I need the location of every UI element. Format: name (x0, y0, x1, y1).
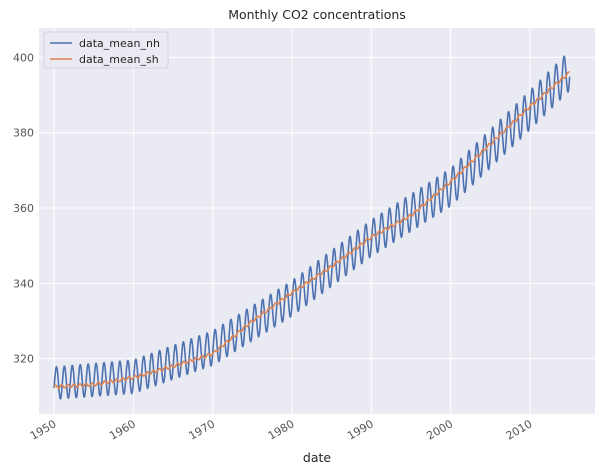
legend-label-sh: data_mean_sh (79, 53, 159, 66)
x-tick-label: 2000 (424, 417, 455, 442)
x-tick-label: 1950 (28, 417, 59, 442)
x-tick-labels: 1950 1960 1970 1980 1990 2000 2010 (28, 417, 535, 442)
x-tick-label: 1960 (107, 417, 138, 442)
y-tick-label: 340 (13, 277, 34, 290)
legend: data_mean_nh data_mean_sh (43, 31, 169, 69)
x-tick-label: 2010 (504, 417, 535, 442)
legend-label-nh: data_mean_nh (79, 37, 160, 50)
legend-box (43, 31, 169, 69)
y-tick-label: 360 (13, 202, 34, 215)
series-line-data_mean_sh (53, 71, 571, 389)
plot-area (39, 28, 595, 414)
series-layer (53, 55, 571, 400)
chart-title: Monthly CO2 concentrations (228, 7, 406, 22)
y-tick-label: 320 (13, 353, 34, 366)
y-tick-labels: 320 340 360 380 400 (13, 51, 34, 365)
y-tick-label: 400 (13, 51, 34, 64)
x-tick-label: 1990 (345, 417, 376, 442)
x-grid (53, 28, 531, 414)
x-tick-label: 1980 (266, 417, 297, 442)
x-axis-label: date (303, 450, 331, 465)
y-tick-label: 380 (13, 127, 34, 140)
x-tick-label: 1970 (186, 417, 217, 442)
